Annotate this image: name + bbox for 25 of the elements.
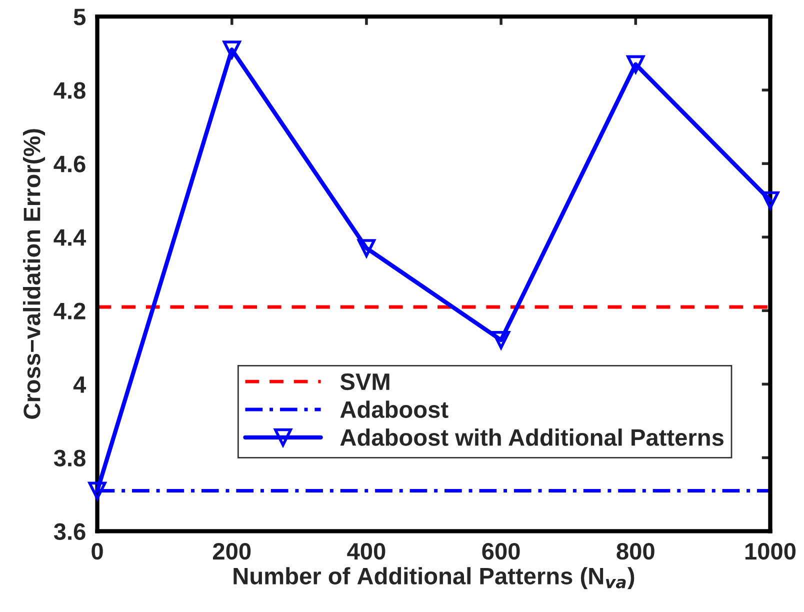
x-tick-label: 1000 [745,542,796,560]
x-axis-title: Number of Additional Patterns (N$_{va}$) [234,567,634,590]
y-axis-title: Cross−validation Error(%) [23,129,46,419]
y-tick-label: 4.4 [54,229,86,246]
y-tick-label: 4.6 [54,156,86,172]
legend-label: Adaboost [340,400,448,418]
x-tick-label: 0 [92,542,103,560]
x-tick-label: 600 [482,542,520,560]
y-tick-label: 5 [74,8,86,26]
point [357,239,376,258]
legend-label: SVM [340,373,390,390]
x-tick-label: 400 [347,542,386,560]
y-tick-label: 4.8 [54,82,86,99]
point [761,191,780,210]
y-tick-label: 4.2 [54,302,86,320]
x-tick-label: 800 [616,542,654,560]
point [492,331,510,350]
point [222,40,241,59]
x-tick-label: 200 [213,542,251,560]
point [88,482,106,500]
point [626,55,645,74]
legend-label: Adaboost with Additional Patterns [340,428,724,446]
y-tick-label: 4 [73,376,86,393]
y-tick-label: 3.8 [54,450,86,467]
y-tick-label: 3.6 [54,523,86,540]
